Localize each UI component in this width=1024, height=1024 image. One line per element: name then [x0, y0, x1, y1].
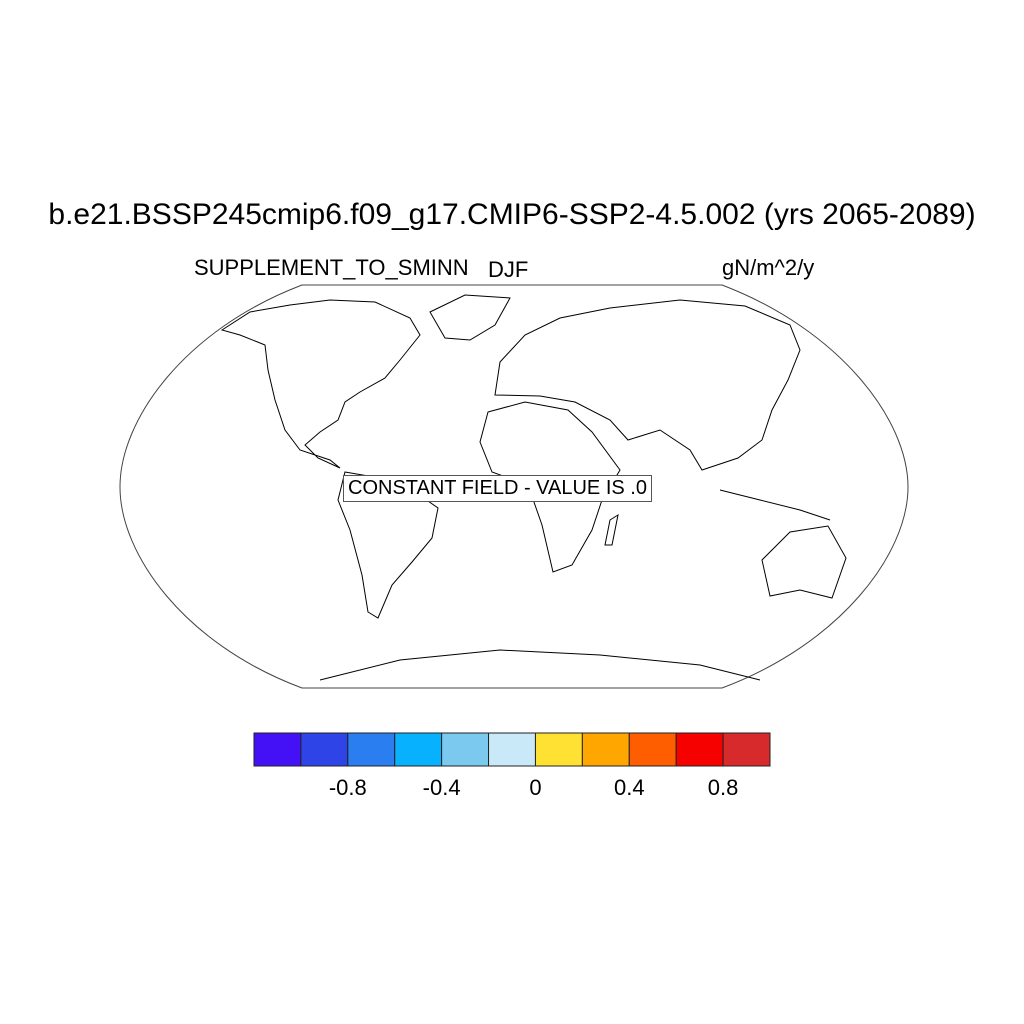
colorbar-box [253, 732, 302, 767]
colorbar-box [488, 732, 536, 767]
season-label: DJF [488, 257, 529, 282]
constant-field-message: CONSTANT FIELD - VALUE IS .0 [343, 475, 652, 502]
coast-australia [761, 525, 847, 599]
coast-eurasia [494, 299, 801, 471]
coast-north-america [220, 299, 421, 469]
variable-name: SUPPLEMENT_TO_SMINN [194, 255, 469, 280]
colorbar-box [441, 732, 490, 767]
colorbar-box [347, 732, 396, 767]
coast-madagascar [604, 513, 619, 546]
colorbar-box [534, 732, 583, 767]
colorbar-box [300, 732, 349, 767]
map-outline [119, 284, 909, 689]
colorbar-box [722, 732, 771, 767]
colorbar-box [394, 732, 443, 767]
coast-indonesia [719, 489, 831, 521]
colorbar-label: -0.4 [423, 775, 461, 800]
coast-antarctica [319, 649, 761, 681]
colorbar-label: 0 [529, 775, 541, 800]
colorbar: -0.8 -0.4 0 0.4 0.8 [253, 732, 771, 800]
coast-africa [479, 401, 621, 573]
colorbar-box [581, 732, 630, 767]
colorbar-label: -0.8 [329, 775, 367, 800]
colorbar-label: 0.8 [708, 775, 739, 800]
colorbar-label: 0.4 [614, 775, 645, 800]
colorbar-box [628, 732, 677, 767]
coast-greenland [429, 294, 511, 341]
plot-title: b.e21.BSSP245cmip6.f09_g17.CMIP6-SSP2-4.… [48, 198, 976, 231]
units-label: gN/m^2/y [722, 255, 815, 280]
colorbar-box [675, 732, 724, 767]
